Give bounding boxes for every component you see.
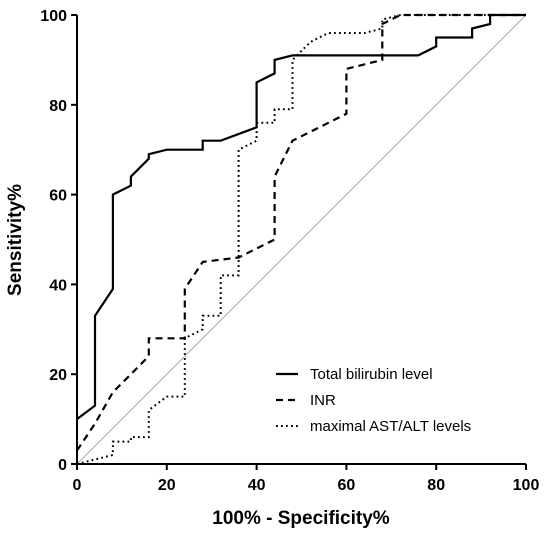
series-layer bbox=[76, 13, 526, 465]
y-axis-title: Sensitivity% bbox=[5, 184, 26, 296]
y-tick-label: 60 bbox=[49, 188, 67, 205]
series-line-1 bbox=[76, 13, 526, 452]
y-tick-label: 20 bbox=[49, 367, 67, 384]
series-line-2 bbox=[76, 14, 526, 465]
y-tick-label: 100 bbox=[40, 8, 67, 25]
x-tick-label: 20 bbox=[158, 477, 176, 494]
y-tick-label: 80 bbox=[49, 98, 67, 115]
reference-diagonal-layer bbox=[76, 14, 527, 465]
x-axis-title: 100% - Specificity% bbox=[212, 508, 390, 529]
x-tick-label: 40 bbox=[248, 477, 266, 494]
x-tick-label: 0 bbox=[73, 477, 82, 494]
axes-layer bbox=[76, 15, 526, 465]
y-tick-label: 0 bbox=[58, 457, 67, 474]
y-tick-label: 40 bbox=[49, 277, 67, 294]
reference-diagonal-line bbox=[76, 14, 527, 465]
legend-label: Total bilirubin level bbox=[310, 366, 433, 383]
x-tick-label: 80 bbox=[427, 477, 445, 494]
legend-label: maximal AST/ALT levels bbox=[310, 418, 471, 435]
x-tick-label: 100 bbox=[513, 477, 540, 494]
legend: Total bilirubin level INR maximal AST/ALT … bbox=[276, 366, 471, 435]
series-line-0 bbox=[76, 13, 526, 420]
x-tick-label: 60 bbox=[338, 477, 356, 494]
legend-label: INR bbox=[310, 392, 336, 409]
ticks-layer: 0 20 40 60 80 100 0 20 40 60 80 100 bbox=[40, 8, 539, 494]
